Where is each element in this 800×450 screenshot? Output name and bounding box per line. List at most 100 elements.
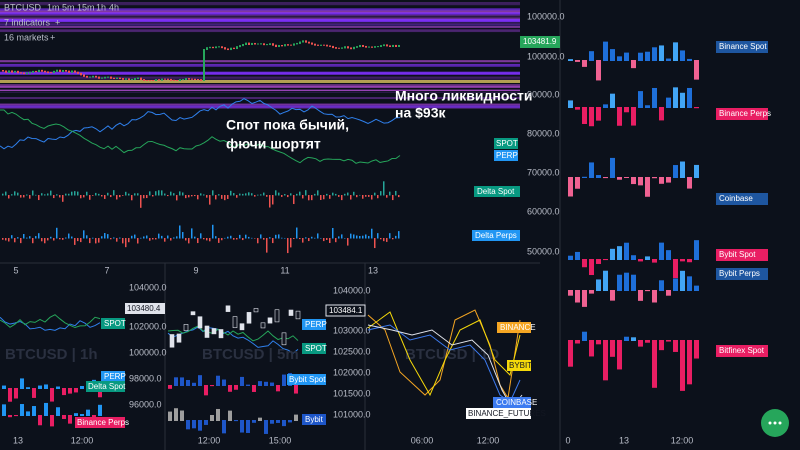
markets[interactable]: 16 markets	[4, 32, 49, 42]
candle	[122, 78, 124, 80]
candle	[246, 312, 252, 324]
label: COINBASE	[496, 398, 537, 407]
candle	[392, 44, 394, 48]
delta-bar	[263, 192, 265, 196]
delta-bar	[299, 191, 301, 196]
delta-bar	[314, 193, 316, 196]
candle	[170, 78, 172, 81]
plus[interactable]: +	[50, 32, 55, 42]
candle	[194, 78, 196, 80]
delta-bar	[5, 238, 7, 241]
exchange-label: Binance Spot	[719, 42, 767, 51]
volume-bar	[659, 280, 664, 291]
symbol[interactable]: BTCUSD	[4, 2, 42, 12]
label: BINANCE	[500, 323, 536, 332]
delta-bar	[395, 235, 397, 239]
tag	[75, 417, 125, 428]
delta-bar	[302, 238, 304, 243]
y-label: 102000.0	[129, 321, 167, 331]
delta-bar	[128, 193, 130, 196]
volume-bar	[568, 255, 573, 260]
volume-bar	[258, 417, 262, 421]
candle	[155, 79, 157, 81]
volume-bar	[687, 87, 692, 108]
candle	[308, 41, 310, 44]
liquidity-band	[0, 22, 520, 25]
candle	[380, 45, 382, 48]
liquidity-band	[0, 29, 520, 31]
delta-bar	[23, 234, 25, 239]
delta-bar	[398, 195, 400, 198]
interval[interactable]: 5m	[62, 2, 75, 12]
volume-bar	[631, 337, 636, 341]
delta-bar	[68, 193, 70, 196]
candle	[215, 46, 217, 49]
volume-bar	[687, 276, 692, 291]
candle	[323, 44, 325, 46]
y-label: 100000.0	[129, 347, 167, 357]
y-label: 60000.0	[527, 206, 560, 216]
delta-bar	[179, 191, 181, 196]
candle	[383, 44, 385, 47]
candle	[350, 47, 352, 50]
delta-bar	[98, 238, 100, 243]
x-label: 12:00	[671, 435, 694, 445]
delta-bar	[26, 194, 28, 196]
label: Bybit Spot	[289, 375, 326, 384]
candle	[269, 43, 271, 45]
volume-bar	[56, 386, 60, 389]
delta-bar	[146, 235, 148, 239]
x-label: 0	[565, 435, 570, 445]
plus[interactable]: +	[55, 17, 60, 27]
candle	[110, 76, 112, 79]
x-label: 13	[13, 435, 23, 445]
volume-bar	[74, 413, 78, 416]
watermark: BTCUSD | 5m	[202, 346, 299, 363]
interval[interactable]: 4h	[109, 2, 119, 12]
interval[interactable]: 1m	[47, 2, 60, 12]
delta-bar	[212, 224, 214, 239]
exchange-label: Bybit Perps	[719, 269, 760, 278]
tag	[466, 408, 531, 419]
delta-bar	[281, 237, 283, 239]
candle	[377, 46, 379, 48]
line	[0, 314, 101, 329]
delta-bar	[224, 237, 226, 239]
candle	[11, 70, 13, 73]
delta-bar	[113, 190, 115, 196]
candle	[221, 46, 223, 49]
delta-bar	[89, 238, 91, 244]
delta-bar	[356, 195, 358, 198]
delta-bar	[50, 190, 52, 196]
candle	[161, 78, 163, 81]
delta-bar	[191, 228, 193, 239]
candle	[365, 45, 367, 48]
candle	[206, 47, 208, 51]
volume-bar	[638, 177, 643, 186]
volume-bar	[582, 60, 587, 67]
candle	[368, 46, 370, 48]
candle	[185, 78, 187, 81]
tag	[302, 343, 326, 354]
interval[interactable]: 15m	[77, 2, 95, 12]
volume-bar	[631, 274, 636, 291]
tag	[101, 318, 125, 329]
candle	[146, 80, 148, 81]
interval[interactable]: 1h	[96, 2, 106, 12]
delta-bar	[68, 233, 70, 239]
candle	[218, 329, 224, 339]
volume-bar	[246, 420, 250, 433]
delta-bar	[383, 181, 385, 196]
volume-bar	[186, 379, 190, 386]
candle	[92, 75, 94, 78]
candle	[44, 70, 46, 73]
tag	[101, 371, 125, 382]
indicators[interactable]: 7 indicators	[4, 17, 51, 27]
candle	[128, 78, 130, 81]
delta-bar	[380, 191, 382, 196]
liquidity-band	[0, 84, 520, 86]
label: BINANCE_FUTURES	[468, 409, 546, 418]
delta-bar	[23, 195, 25, 198]
volume-bar	[638, 259, 643, 262]
delta-bar	[143, 195, 145, 199]
